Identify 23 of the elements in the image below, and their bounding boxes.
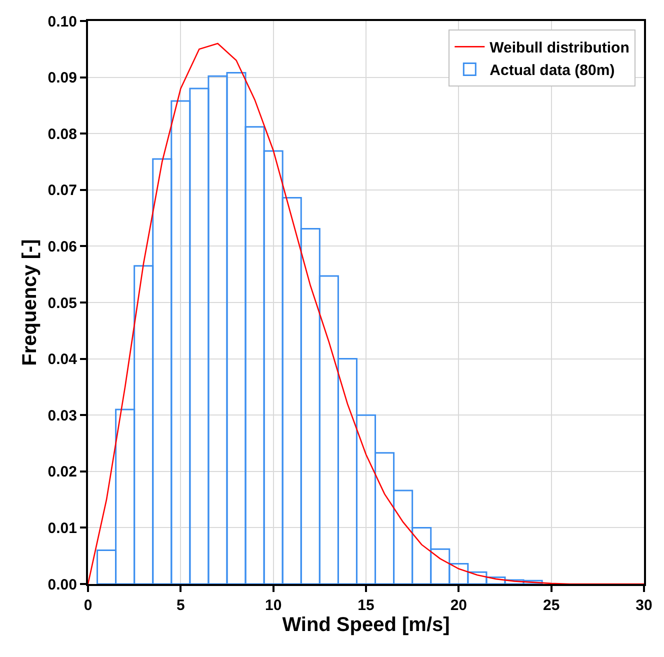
x-axis-title: Wind Speed [m/s] — [282, 614, 450, 636]
x-tick-label: 5 — [176, 597, 185, 614]
x-tick-label: 30 — [636, 597, 652, 614]
y-tick-label: 0.03 — [48, 407, 77, 424]
legend-label: Weibull distribution — [490, 40, 630, 57]
y-tick-label: 0.08 — [48, 126, 77, 143]
y-tick-label: 0.06 — [48, 238, 77, 256]
y-tick-label: 0.02 — [48, 464, 77, 481]
y-axis-title: Frequency [-] — [18, 239, 41, 366]
y-tick-label: 0.01 — [48, 520, 77, 537]
line-series — [88, 42, 644, 584]
x-tick-label: 25 — [542, 597, 560, 614]
y-tick-label: 0.05 — [48, 294, 77, 312]
x-tick-label: 15 — [358, 597, 374, 614]
y-tick-label: 0.04 — [48, 351, 78, 368]
y-tick-label: 0.00 — [48, 576, 77, 594]
x-tick-label: 0 — [84, 597, 92, 614]
x-tick-label: 10 — [264, 597, 282, 614]
y-tick-label: 0.10 — [48, 13, 77, 30]
legend-label: Actual data (80m) — [490, 62, 615, 80]
y-tick-label: 0.07 — [48, 182, 77, 200]
x-tick-label: 20 — [450, 597, 468, 614]
y-tick-label: 0.09 — [48, 70, 77, 87]
